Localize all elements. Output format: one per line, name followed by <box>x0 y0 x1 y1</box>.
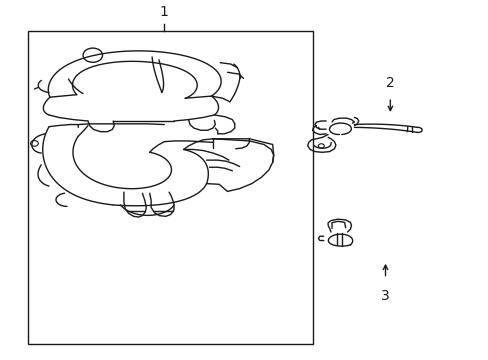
Text: 1: 1 <box>160 5 168 19</box>
Text: 3: 3 <box>380 289 389 303</box>
Bar <box>28 31 312 345</box>
Text: 2: 2 <box>385 76 394 90</box>
